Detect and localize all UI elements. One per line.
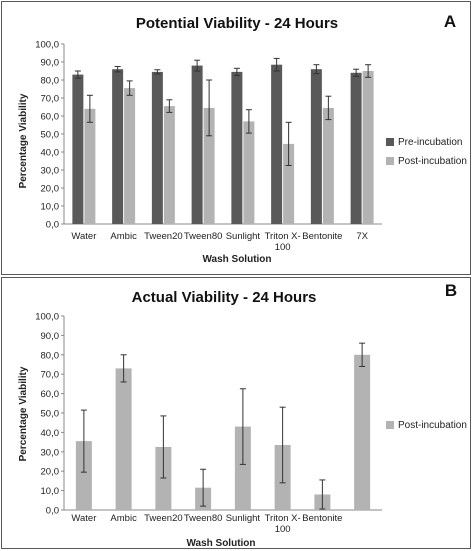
y-tick-label: 100,0 [35, 312, 59, 323]
x-tick-label: Sunlight [226, 513, 261, 524]
panel-letter: B [445, 281, 457, 300]
y-tick-label: 60,0 [41, 112, 60, 123]
x-tick-label: Tween80 [184, 513, 223, 524]
bar [72, 74, 84, 224]
bar [283, 143, 295, 224]
bar [362, 71, 374, 224]
legend-swatch [386, 421, 394, 429]
x-tick-label: 100 [275, 524, 291, 535]
y-tick-label: 20,0 [41, 184, 60, 195]
x-tick-label: 7X [356, 231, 368, 242]
y-tick-label: 90,0 [41, 58, 60, 69]
panel-letter: A [444, 12, 456, 31]
bar [350, 72, 362, 224]
y-tick-label: 10,0 [41, 202, 60, 213]
y-tick-label: 90,0 [41, 331, 60, 342]
x-tick-label: Triton X- [265, 513, 301, 524]
bar [310, 69, 322, 224]
chart-panel-a: Potential Viability - 24 Hours A Wash So… [1, 1, 471, 275]
y-tick-label: 50,0 [41, 130, 60, 141]
x-tick-label: Bentonite [302, 231, 342, 242]
potential-viability-chart: Potential Viability - 24 Hours A Wash So… [18, 12, 467, 265]
legend-label: Pre-incubation [398, 137, 462, 148]
bar [191, 65, 203, 224]
y-tick-label: 70,0 [41, 94, 60, 105]
y-tick-label: 0,0 [46, 506, 59, 517]
y-tick-label: 20,0 [41, 467, 60, 478]
bar [271, 64, 283, 224]
x-tick-label: Triton X- [265, 231, 301, 242]
bar [234, 426, 251, 510]
bar [203, 107, 215, 224]
bar [124, 88, 136, 224]
bar [75, 441, 92, 510]
x-axis-label: Wash Solution [202, 254, 271, 265]
bar [151, 71, 163, 225]
x-tick-label: Ambic [110, 513, 137, 524]
y-axis-label: Percentage Viability [18, 366, 29, 461]
bar [322, 107, 334, 224]
x-tick-label: 100 [275, 242, 291, 253]
x-axis-label: Wash Solution [186, 538, 255, 549]
bar [231, 71, 243, 225]
legend-swatch [386, 138, 394, 146]
y-tick-label: 30,0 [41, 166, 60, 177]
bar [163, 106, 175, 224]
y-tick-label: 80,0 [41, 76, 60, 87]
actual-viability-chart: Actual Viability - 24 Hours B Wash Solut… [18, 281, 467, 549]
y-axis-label: Percentage Viability [18, 93, 29, 188]
x-tick-label: Tween80 [184, 231, 223, 242]
bar [112, 69, 124, 224]
y-tick-label: 80,0 [41, 350, 60, 361]
x-tick-label: Ambic [110, 231, 137, 242]
y-tick-label: 40,0 [41, 148, 60, 159]
y-tick-label: 30,0 [41, 447, 60, 458]
legend-label: Post-incubation [398, 156, 467, 167]
bar [354, 354, 371, 510]
y-tick-label: 70,0 [41, 370, 60, 381]
x-tick-label: Tween20 [144, 513, 183, 524]
bar [115, 368, 132, 510]
chart-panel-b: Actual Viability - 24 Hours B Wash Solut… [1, 277, 471, 549]
chart-title: Actual Viability - 24 Hours [132, 289, 317, 306]
y-tick-label: 60,0 [41, 389, 60, 400]
x-tick-label: Sunlight [226, 231, 261, 242]
legend-swatch [386, 157, 394, 165]
bar [84, 108, 96, 224]
chart-title: Potential Viability - 24 Hours [136, 15, 338, 32]
y-tick-label: 10,0 [41, 486, 60, 497]
legend-label: Post-incubation [398, 420, 467, 431]
y-tick-label: 100,0 [35, 40, 59, 51]
bar [243, 121, 255, 224]
x-tick-label: Tween20 [144, 231, 183, 242]
x-tick-label: Bentonite [302, 513, 342, 524]
x-tick-label: Water [71, 513, 96, 524]
y-tick-label: 40,0 [41, 428, 60, 439]
y-tick-label: 0,0 [46, 220, 59, 231]
y-tick-label: 50,0 [41, 409, 60, 420]
x-tick-label: Water [71, 231, 96, 242]
